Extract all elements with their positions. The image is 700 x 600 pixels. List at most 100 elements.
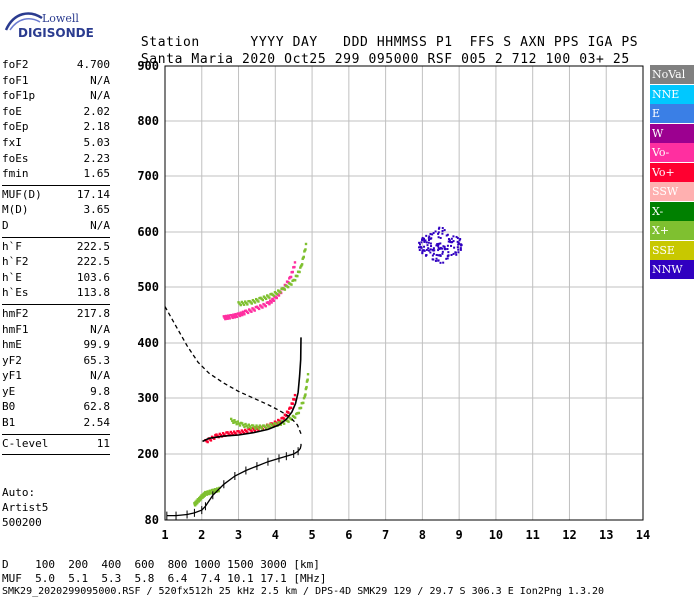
y-tick-label: 600 [137, 225, 159, 239]
echo-point [287, 420, 290, 423]
nnw-echo-point [418, 249, 421, 252]
param-value: 2.23 [83, 151, 111, 165]
x-tick-label: 13 [599, 528, 613, 542]
echo-point [244, 422, 247, 426]
echo-point [210, 492, 213, 495]
echo-point [256, 425, 259, 429]
legend: NoVal NNE E W Vo- Vo+ SSW X- X+ SSE NNW [650, 65, 694, 280]
echo-point [242, 431, 246, 435]
param-row-foe: foE 2.02 [2, 105, 110, 121]
echo-point [253, 309, 256, 312]
echo-point [234, 431, 237, 435]
echo-point [241, 310, 245, 314]
param-value: 103.6 [76, 270, 110, 284]
hdr-label: DDD [343, 35, 369, 50]
echo-point [240, 300, 244, 304]
nnw-echo-point [455, 253, 458, 256]
echo-point [230, 315, 234, 318]
echo-point [259, 425, 263, 429]
echo-point [240, 429, 244, 432]
param-label: h`Es [2, 286, 29, 300]
nnw-echo-point [437, 249, 440, 252]
echo-point [238, 313, 241, 316]
param-row-hmf1: hmF1 N/A [2, 323, 110, 339]
legend-item-nne: NNE [650, 84, 694, 104]
echo-point [247, 423, 251, 426]
echo-point [246, 431, 249, 434]
nnw-echo-point [437, 236, 440, 239]
echo-point [299, 266, 302, 269]
nnw-echo-point [456, 237, 459, 240]
nnw-echo-point [454, 251, 457, 254]
echo-point [213, 491, 216, 494]
nnw-echo-point [419, 246, 422, 249]
echo-point [267, 425, 270, 428]
echo-point [264, 297, 268, 301]
auto-label: Auto: [2, 486, 36, 499]
param-value: 3.65 [83, 203, 111, 217]
echo-point [305, 385, 308, 389]
echo-point [243, 428, 247, 432]
nnw-echo-point [437, 259, 440, 262]
echo-point [257, 428, 260, 432]
nnw-echo-point [450, 254, 453, 257]
nnw-echo-point [421, 251, 424, 254]
echo-point [207, 492, 211, 496]
param-label: M(D) [2, 203, 29, 217]
echo-point [237, 312, 240, 315]
echo-point [268, 302, 271, 306]
param-value: 65.3 [83, 353, 111, 367]
param-label: B0 [2, 400, 16, 414]
nnw-echo-point [450, 241, 453, 244]
nnw-echo-point [421, 236, 424, 239]
echo-point [252, 428, 256, 431]
echo-point [296, 274, 299, 278]
nnw-echo-point [456, 246, 459, 249]
nnw-echo-point [458, 242, 461, 245]
hdr-label: S [503, 35, 512, 50]
nnw-echo-point [446, 248, 449, 251]
x-tick-label: 2 [198, 528, 205, 542]
nnw-echo-point [443, 229, 446, 232]
y-tick-label: 400 [137, 336, 159, 350]
plot-border [164, 65, 644, 521]
echo-point [304, 248, 307, 251]
nnw-echo-point [429, 248, 432, 251]
hdr-label: FFS [469, 35, 495, 50]
y-tick-label: 80 [145, 513, 159, 527]
hdr-value: 095000 [368, 52, 420, 67]
legend-item-ssw: SSW [650, 182, 694, 201]
footer-muf-row: MUF 5.0 5.1 5.3 5.8 6.4 7.4 10.1 17.1 [M… [2, 572, 327, 585]
param-value: 2.54 [83, 416, 111, 430]
echo-point [238, 431, 241, 434]
param-value: 113.8 [76, 286, 110, 300]
nnw-echo-point [458, 239, 461, 242]
nnw-echo-point [423, 240, 426, 243]
echo-point [265, 426, 268, 430]
hdr-value: 03+ [579, 52, 605, 67]
echo-point [212, 489, 215, 493]
echo-point [238, 424, 242, 427]
echo-point [261, 298, 265, 302]
nnw-echo-point [428, 235, 431, 238]
echo-point [277, 294, 281, 297]
nnw-echo-point [434, 259, 437, 262]
nnw-echo-point [457, 251, 460, 254]
nnw-echo-point [449, 241, 452, 244]
echo-point [242, 423, 245, 427]
nnw-echo-point [437, 246, 440, 249]
hdr-value: RSF [427, 52, 453, 67]
nnw-echo-point [431, 254, 434, 257]
param-value: 5.03 [83, 135, 111, 149]
param-label: C-level [2, 436, 49, 450]
nnw-echo-point [427, 236, 430, 239]
nnw-echo-point [447, 240, 450, 243]
param-label: foF1p [2, 89, 36, 103]
param-label: hmE [2, 338, 22, 352]
param-separator [2, 236, 110, 238]
echo-point [304, 393, 307, 396]
hdr-value: 25 [612, 52, 630, 67]
echo-point [300, 263, 304, 266]
ionogram-chart: 1 2 3 4 5 6 7 8 9 10 11 12 13 14802003004005006007008… [137, 59, 650, 542]
autoscaling-info: Auto: Artist5 500200 [2, 485, 48, 530]
